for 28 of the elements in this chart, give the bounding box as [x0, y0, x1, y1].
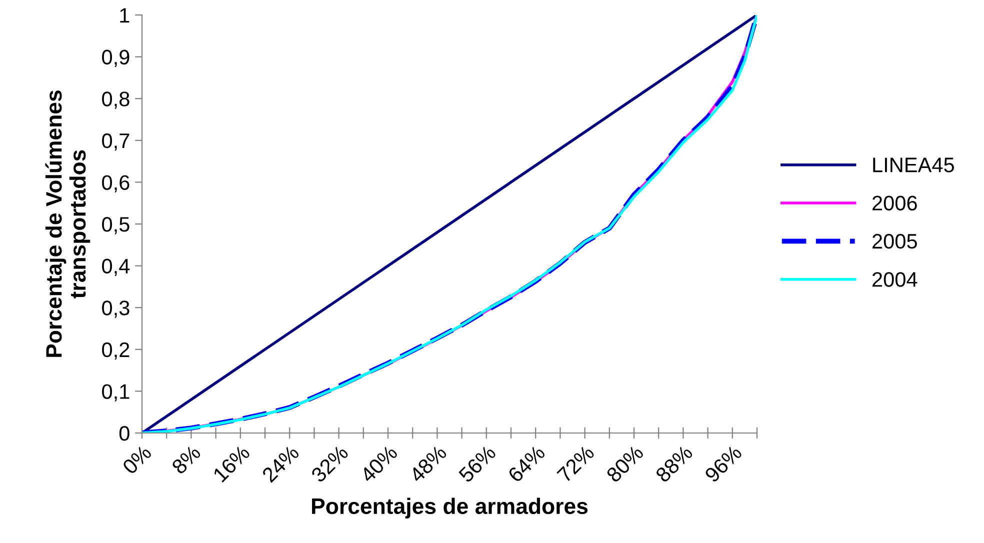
legend-label: 2006: [872, 196, 917, 211]
x-tick-label: 32%: [310, 444, 350, 484]
legend-label: 2004: [872, 272, 918, 287]
x-tick-label: 80%: [606, 444, 644, 484]
x-tick-label: 56%: [458, 444, 497, 484]
legend-label: LINEA45: [873, 158, 954, 172]
y-tick-label: 1: [120, 8, 130, 23]
y-tick-label: 0,9: [102, 50, 130, 68]
y-tick-label: 0: [119, 426, 130, 441]
y-tick-label: 0,5: [102, 217, 130, 234]
y-tick-label: 0,3: [102, 300, 130, 318]
x-tick-label: 48%: [408, 444, 448, 484]
x-axis-title: Porcentajes de armadores: [312, 498, 588, 518]
x-tick-label: 40%: [359, 444, 398, 484]
x-tick-label: 72%: [556, 444, 596, 483]
legend-label: 2005: [872, 234, 917, 249]
y-tick-label: 0,6: [102, 175, 130, 192]
x-tick-label: 96%: [704, 444, 743, 484]
x-tick-label: 88%: [654, 444, 694, 484]
y-tick-label: 0,8: [102, 92, 130, 109]
x-tick-label: 64%: [507, 444, 546, 483]
y-axis-title: Porcentaje de Volúmenes transportados: [45, 90, 90, 357]
y-tick-label: 0,2: [102, 342, 130, 360]
y-tick-label: 0,4: [102, 258, 130, 276]
x-tick-label: 8%: [170, 444, 202, 475]
x-tick-label: 0%: [122, 444, 152, 475]
y-tick-label: 0,7: [102, 133, 130, 151]
y-tick-label: 0,1: [102, 384, 130, 402]
